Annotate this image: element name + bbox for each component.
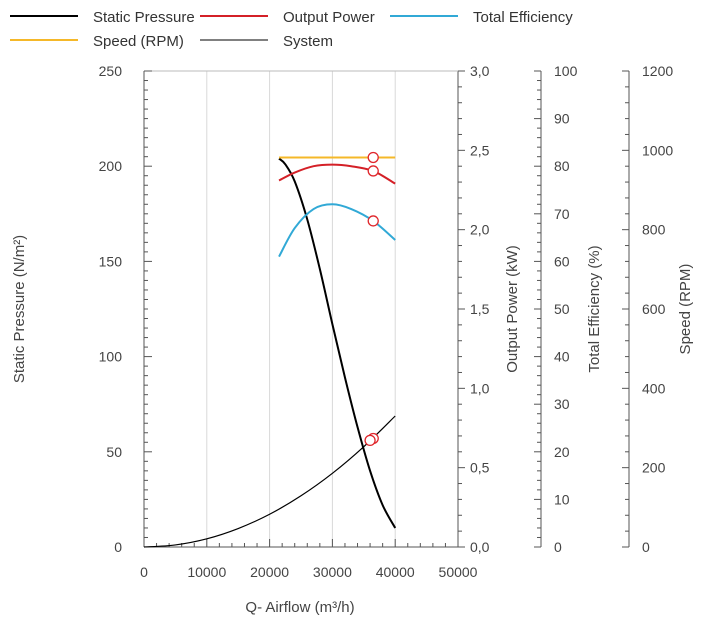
speed-tick-label: 400 [642, 380, 666, 396]
output-power-tick-label: 0,5 [470, 460, 490, 476]
x-tick-label: 50000 [439, 564, 478, 580]
x-tick-label: 40000 [376, 564, 415, 580]
speed-axis-title: Speed (RPM) [677, 264, 694, 355]
output-power-tick-label: 1,5 [470, 301, 490, 317]
x-tick-label: 10000 [187, 564, 226, 580]
operating-point-marker [367, 165, 379, 177]
total_efficiency-tick-label: 90 [554, 111, 570, 127]
total_efficiency-tick-label: 50 [554, 301, 570, 317]
static-pressure-tick-label: 100 [99, 349, 123, 365]
output-power-tick-label: 3,0 [470, 63, 490, 79]
static-pressure-tick-label: 50 [106, 444, 122, 460]
speed-tick-label: 1000 [642, 142, 673, 158]
total_efficiency-tick-label: 100 [554, 63, 578, 79]
legend-label-output-power: Output Power [283, 9, 375, 26]
total_efficiency-tick-label: 30 [554, 396, 570, 412]
output-power-tick-label: 0,0 [470, 539, 490, 555]
total_efficiency-tick-label: 70 [554, 206, 570, 222]
output-power-tick-label: 1,0 [470, 380, 490, 396]
speed-tick-label: 600 [642, 301, 666, 317]
operating-point-marker [367, 215, 379, 227]
speed-tick-label: 0 [642, 539, 650, 555]
legend: Static Pressure Output Power Total Effic… [10, 9, 573, 50]
x-tick-label: 30000 [313, 564, 352, 580]
total_efficiency-tick-label: 10 [554, 491, 570, 507]
total_efficiency-tick-label: 20 [554, 444, 570, 460]
x-tick-label: 0 [140, 564, 148, 580]
speed-tick-label: 200 [642, 460, 666, 476]
total-efficiency-axis-title: Total Efficiency (%) [586, 245, 603, 372]
series-line-static-pressure [278, 157, 397, 529]
legend-label-static-pressure: Static Pressure [93, 9, 195, 26]
output-power-tick-label: 2,5 [470, 142, 490, 158]
series-line-total-efficiency [278, 203, 396, 258]
output-power-axis-title: Output Power (kW) [504, 245, 521, 373]
operating-point-marker [367, 151, 379, 164]
speed-tick-label: 800 [642, 222, 666, 238]
static-pressure-tick-label: 0 [114, 539, 122, 555]
series-line-system [143, 415, 396, 548]
legend-label-total-efficiency: Total Efficiency [473, 9, 573, 26]
static-pressure-tick-label: 250 [99, 63, 123, 79]
static-pressure-tick-label: 150 [99, 253, 123, 269]
total_efficiency-tick-label: 80 [554, 158, 570, 174]
x-axis-title: Q- Airflow (m³/h) [245, 599, 354, 616]
x-tick-label: 20000 [250, 564, 289, 580]
static-pressure-tick-label: 200 [99, 158, 123, 174]
speed-tick-label: 1200 [642, 63, 673, 79]
legend-label-speed: Speed (RPM) [93, 33, 184, 50]
operating-point-marker [364, 434, 376, 447]
total_efficiency-tick-label: 40 [554, 349, 570, 365]
total_efficiency-tick-label: 60 [554, 253, 570, 269]
output-power-tick-label: 2,0 [470, 222, 490, 238]
static-pressure-axis-title: Static Pressure (N/m²) [11, 235, 28, 383]
total_efficiency-tick-label: 0 [554, 539, 562, 555]
legend-label-system: System [283, 33, 333, 50]
